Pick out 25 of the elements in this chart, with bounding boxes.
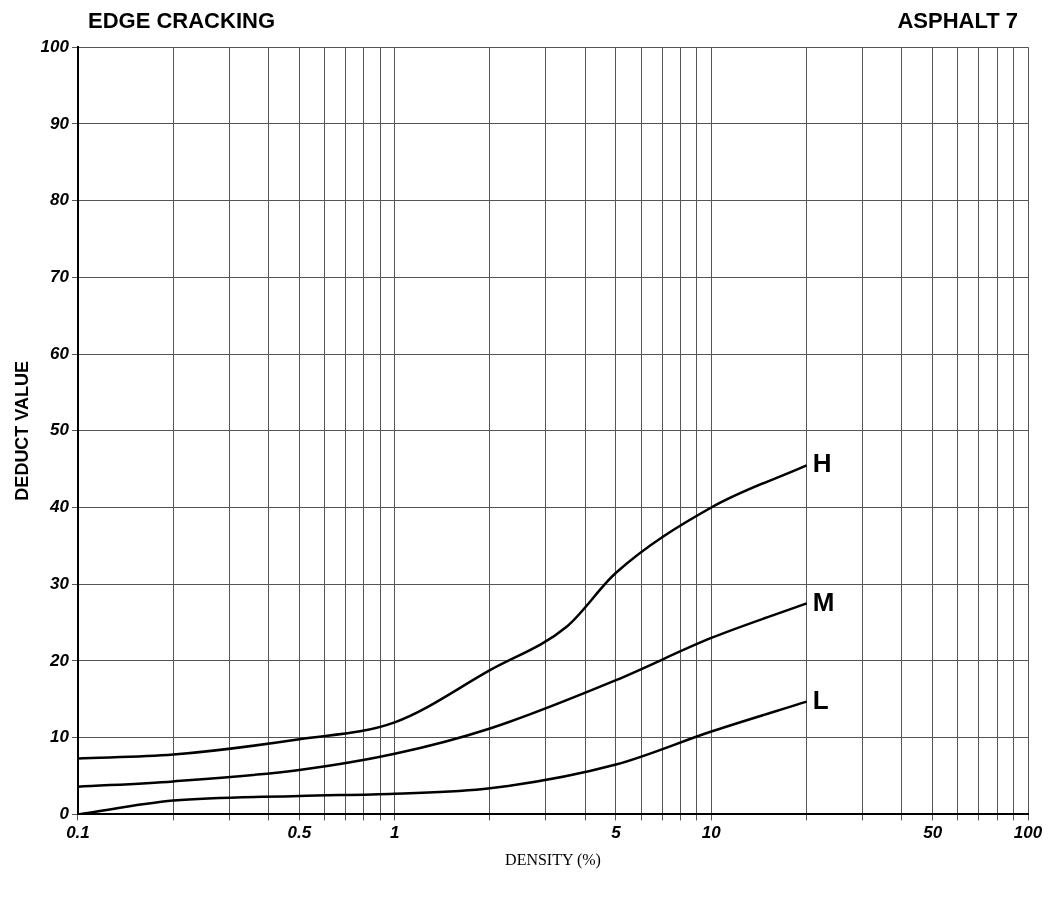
x-tick-label: 5	[611, 823, 622, 843]
y-tick-label: 50	[50, 420, 70, 440]
series-label: M	[812, 586, 835, 617]
y-tick-label: 10	[50, 727, 70, 747]
x-tick-label: 0.5	[287, 823, 312, 843]
y-tick-label: 60	[50, 343, 70, 363]
series-label: H	[812, 448, 832, 479]
x-tick-label: 10	[701, 823, 722, 843]
y-tick-label: 100	[40, 36, 70, 56]
y-tick-label: 30	[50, 573, 70, 593]
y-tick-label: 80	[50, 190, 70, 210]
y-axis-title: DEDUCT VALUE	[11, 360, 32, 501]
y-tick-label: 20	[49, 650, 70, 670]
x-tick-label: 50	[923, 823, 943, 843]
series-label: L	[812, 684, 829, 715]
y-tick-label: 90	[50, 113, 70, 133]
chart-subtitle: ASPHALT 7	[897, 8, 1018, 34]
y-tick-label: 40	[49, 497, 70, 517]
x-tick-label: 1	[389, 823, 400, 843]
y-tick-label: 0	[59, 804, 70, 824]
y-tick-label: 70	[50, 267, 70, 287]
x-tick-label: 100	[1013, 823, 1043, 843]
x-tick-label: 0.1	[66, 823, 90, 843]
chart-title: EDGE CRACKING	[88, 8, 276, 34]
x-axis-title: DENSITY (%)	[505, 850, 601, 869]
